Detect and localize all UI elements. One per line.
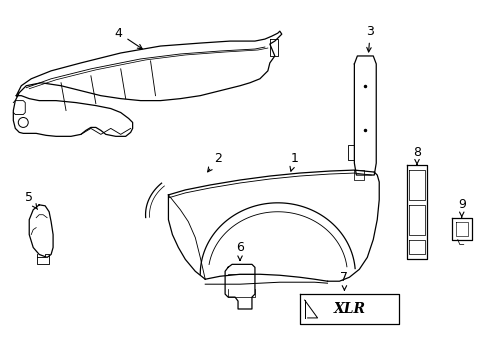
Text: 3: 3 bbox=[366, 24, 373, 52]
Text: 4: 4 bbox=[115, 27, 142, 49]
Text: 9: 9 bbox=[457, 198, 465, 217]
Text: 8: 8 bbox=[412, 146, 420, 165]
Text: 2: 2 bbox=[207, 152, 222, 172]
Text: 7: 7 bbox=[340, 271, 348, 290]
Text: XLR: XLR bbox=[333, 302, 365, 316]
Text: 5: 5 bbox=[25, 192, 38, 210]
Text: 1: 1 bbox=[289, 152, 298, 171]
Text: 6: 6 bbox=[236, 241, 244, 260]
